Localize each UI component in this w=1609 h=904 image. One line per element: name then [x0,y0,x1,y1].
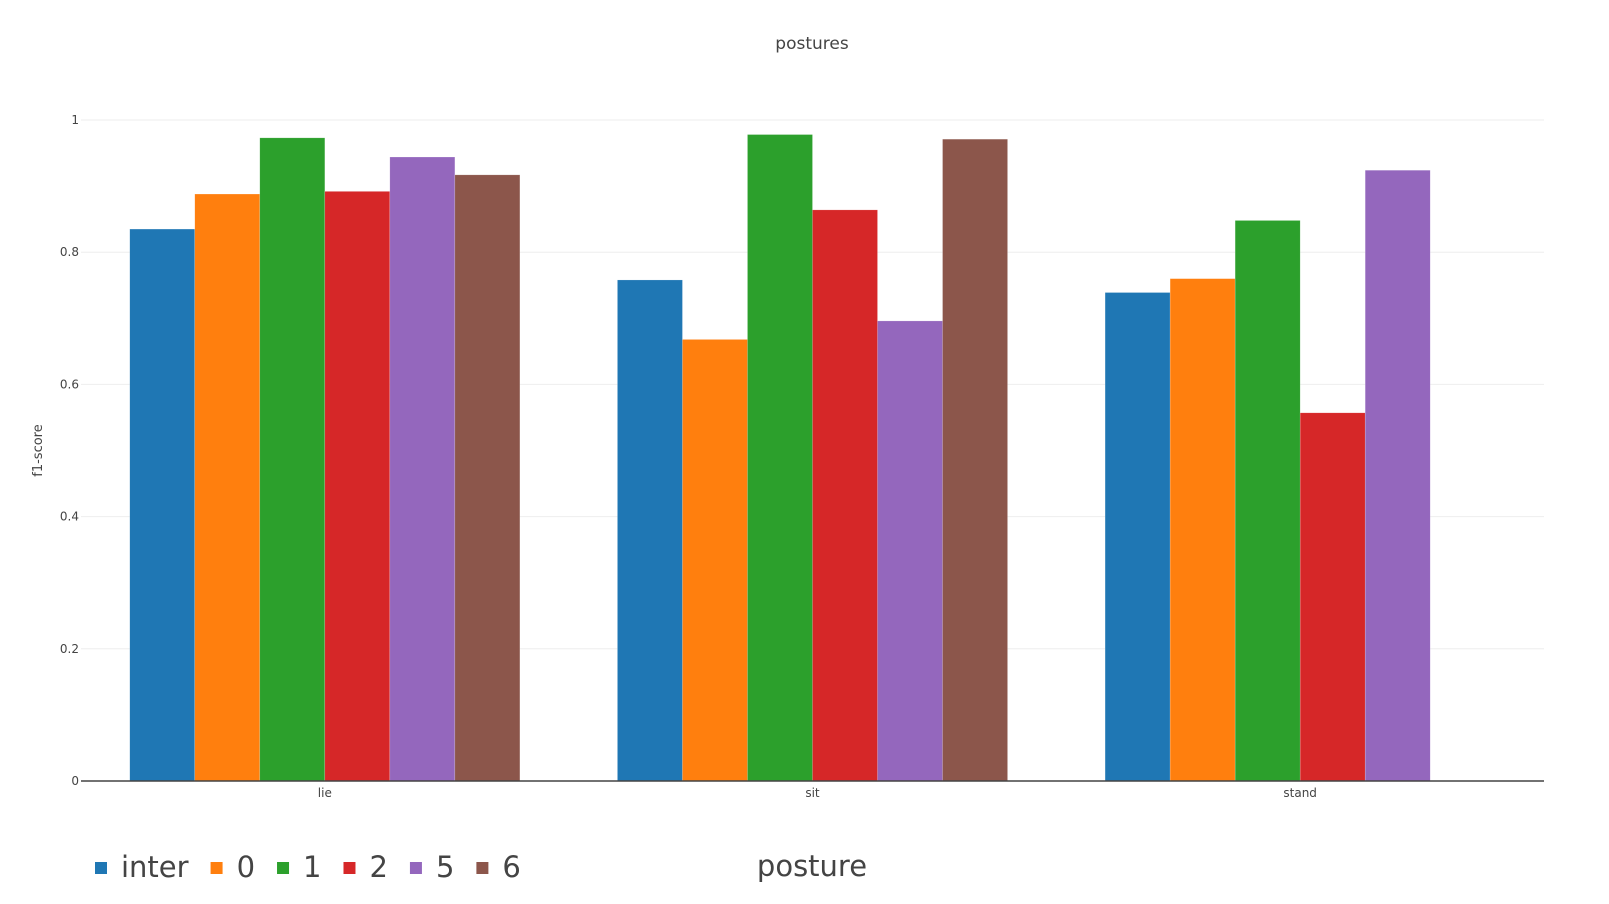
bars [129,134,1431,782]
y-axis-ticks: 0 0.2 0.4 0.6 0.8 1 [60,113,79,788]
y-tick-label: 1 [71,113,79,127]
bar-stand-0[interactable] [1169,278,1236,782]
legend-label: 6 [502,850,520,884]
legend-swatch [210,862,223,874]
legend-label: inter [121,850,189,884]
y-tick-label: 0.6 [60,377,79,391]
bar-stand-5[interactable] [1364,169,1431,782]
legend-item-0[interactable]: 0 [210,850,255,884]
legend-item-1[interactable]: 1 [277,850,321,884]
x-tick-label: lie [318,786,332,800]
bar-lie-6[interactable] [454,174,521,782]
y-tick-label: 0.2 [60,642,79,656]
legend-swatch [343,862,356,874]
bar-lie-inter[interactable] [129,228,196,782]
legend-item-inter[interactable]: inter [95,850,189,884]
bar-sit-0[interactable] [682,339,748,782]
legend-label: 1 [303,850,321,884]
bar-sit-2[interactable] [812,209,878,782]
bar-stand-1[interactable] [1234,220,1301,782]
legend-label: 2 [369,850,387,884]
y-tick-label: 0 [71,774,79,788]
y-tick-label: 0.4 [60,510,79,524]
y-tick-label: 0.8 [60,245,79,259]
bar-stand-inter[interactable] [1104,292,1171,782]
legend-swatch [409,862,422,874]
legend-item-6[interactable]: 6 [476,850,521,884]
x-tick-label: sit [805,786,820,800]
legend-swatch [476,862,489,874]
bar-stand-2[interactable] [1299,412,1366,782]
x-axis-ticks: lie sit stand [318,786,1317,800]
bar-lie-2[interactable] [324,191,391,782]
legend[interactable]: inter 0 1 2 5 6 [95,850,521,884]
bar-lie-0[interactable] [194,193,261,782]
bar-sit-6[interactable] [942,138,1008,782]
bar-lie-5[interactable] [389,156,456,782]
chart-title: postures [775,34,849,54]
bar-sit-5[interactable] [877,320,943,782]
legend-item-5[interactable]: 5 [409,850,454,884]
legend-label: 5 [436,850,454,884]
bar-sit-inter[interactable] [617,279,683,782]
x-tick-label: stand [1283,786,1317,800]
legend-swatch [95,862,107,874]
legend-label: 0 [237,850,255,884]
legend-swatch [277,862,290,874]
legend-item-2[interactable]: 2 [343,850,388,884]
bar-sit-1[interactable] [747,134,813,782]
bar-lie-1[interactable] [259,137,326,782]
y-axis-title: f1-score [31,424,46,476]
x-axis-title: posture [757,849,867,883]
